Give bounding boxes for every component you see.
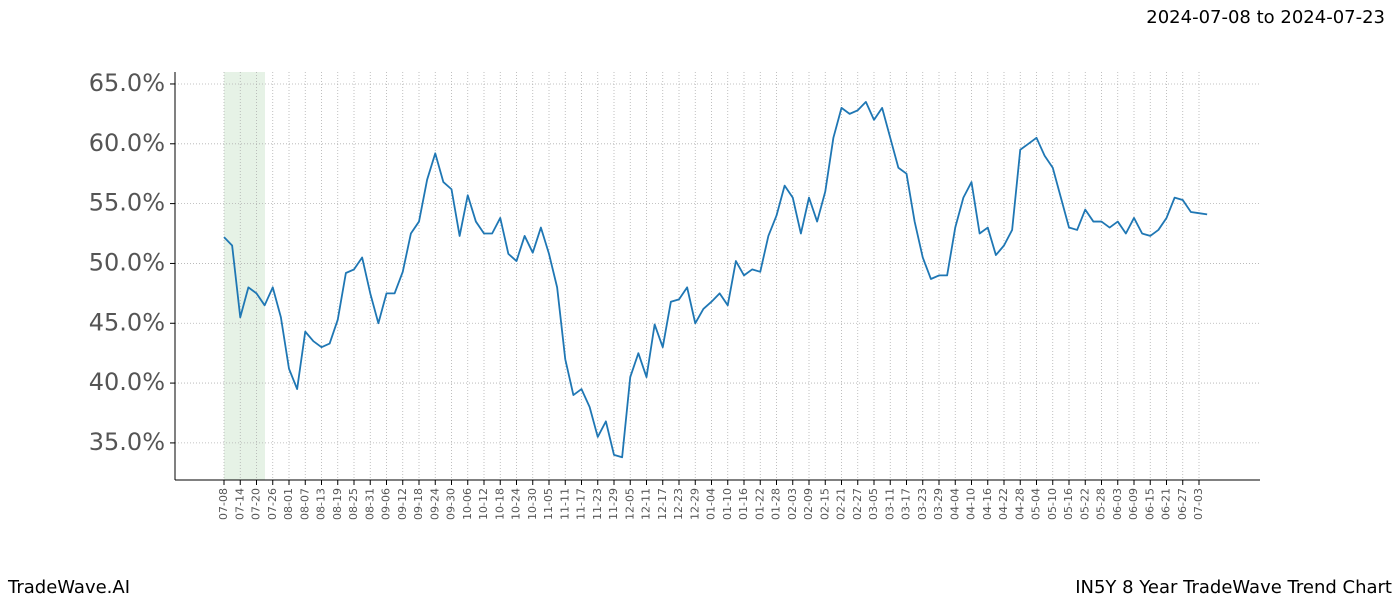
x-tick-label: 01-04 xyxy=(705,488,718,520)
brand: TradeWave.AI xyxy=(7,577,130,598)
y-tick-label: 65.0% xyxy=(89,69,165,97)
x-tick-label: 04-28 xyxy=(1013,488,1026,520)
x-tick-label: 03-23 xyxy=(916,488,929,520)
x-tick-label: 08-19 xyxy=(331,488,344,520)
x-tick-label: 05-10 xyxy=(1046,488,1059,520)
x-tick-label: 04-22 xyxy=(997,488,1010,520)
x-tick-label: 08-31 xyxy=(363,488,376,520)
x-tick-label: 06-03 xyxy=(1111,488,1124,520)
x-tick-label: 03-29 xyxy=(932,488,945,520)
x-tick-label: 12-17 xyxy=(656,488,669,520)
x-tick-label: 02-21 xyxy=(835,488,848,520)
x-tick-label: 03-17 xyxy=(900,488,913,520)
x-tick-label: 02-03 xyxy=(786,488,799,520)
x-tick-label: 09-24 xyxy=(428,488,441,520)
chart-title: IN5Y 8 Year TradeWave Trend Chart xyxy=(1075,577,1392,598)
x-tick-label: 06-15 xyxy=(1143,488,1156,520)
x-tick-label: 07-08 xyxy=(217,488,230,520)
y-tick-label: 55.0% xyxy=(89,189,165,217)
x-tick-label: 03-05 xyxy=(867,488,880,520)
x-tick-label: 10-24 xyxy=(510,488,523,520)
x-tick-label: 06-09 xyxy=(1127,488,1140,520)
x-tick-label: 01-28 xyxy=(770,488,783,520)
x-tick-label: 05-04 xyxy=(1030,488,1043,520)
x-tick-label: 02-15 xyxy=(818,488,831,520)
x-tick-label: 06-27 xyxy=(1176,488,1189,520)
x-tick-label: 05-22 xyxy=(1078,488,1091,520)
x-tick-label: 04-04 xyxy=(948,488,961,520)
x-tick-label: 01-22 xyxy=(753,488,766,520)
x-tick-label: 09-12 xyxy=(396,488,409,520)
x-tick-label: 11-05 xyxy=(542,488,555,520)
x-tick-label: 12-11 xyxy=(640,488,653,520)
x-tick-label: 07-26 xyxy=(266,488,279,520)
y-tick-label: 60.0% xyxy=(89,129,165,157)
x-tick-label: 07-20 xyxy=(250,488,263,520)
x-tick-label: 08-25 xyxy=(347,488,360,520)
x-tick-label: 01-10 xyxy=(721,488,734,520)
x-tick-label: 06-21 xyxy=(1160,488,1173,520)
y-tick-label: 40.0% xyxy=(89,368,165,396)
x-tick-label: 10-12 xyxy=(477,488,490,520)
x-tick-label: 07-14 xyxy=(233,488,246,520)
x-tick-label: 11-17 xyxy=(575,488,588,520)
x-tick-label: 09-06 xyxy=(380,488,393,520)
line xyxy=(223,101,1208,459)
x-tick-label: 08-13 xyxy=(315,488,328,520)
x-tick-label: 08-01 xyxy=(282,488,295,520)
x-tick-label: 04-16 xyxy=(981,488,994,520)
x-tick-label: 05-28 xyxy=(1095,488,1108,520)
x-tick-label: 12-23 xyxy=(672,488,685,520)
highlight-range xyxy=(224,72,265,480)
x-tick-label: 03-11 xyxy=(883,488,896,520)
x-tick-label: 09-18 xyxy=(412,488,425,520)
x-tick-label: 12-05 xyxy=(623,488,636,520)
x-tick-label: 02-09 xyxy=(802,488,815,520)
x-tick-label: 11-11 xyxy=(558,488,571,520)
y-tick-label: 50.0% xyxy=(89,248,165,276)
x-tick-label: 12-29 xyxy=(688,488,701,520)
y-tick-label: 35.0% xyxy=(89,428,165,456)
x-tick-label: 10-06 xyxy=(461,488,474,520)
x-tick-label: 10-30 xyxy=(526,488,539,520)
x-tick-label: 10-18 xyxy=(493,488,506,520)
x-tick-label: 05-16 xyxy=(1062,488,1075,520)
x-tick-label: 07-03 xyxy=(1192,488,1205,520)
x-tick-label: 11-23 xyxy=(591,488,604,520)
x-tick-label: 11-29 xyxy=(607,488,620,520)
x-tick-label: 09-30 xyxy=(445,488,458,520)
y-tick-label: 45.0% xyxy=(89,308,165,336)
chart-subtitle: 2024-07-08 to 2024-07-23 xyxy=(1146,7,1385,28)
x-tick-label: 02-27 xyxy=(851,488,864,520)
x-tick-label: 04-10 xyxy=(965,488,978,520)
x-tick-label: 01-16 xyxy=(737,488,750,520)
x-tick-label: 08-07 xyxy=(298,488,311,520)
